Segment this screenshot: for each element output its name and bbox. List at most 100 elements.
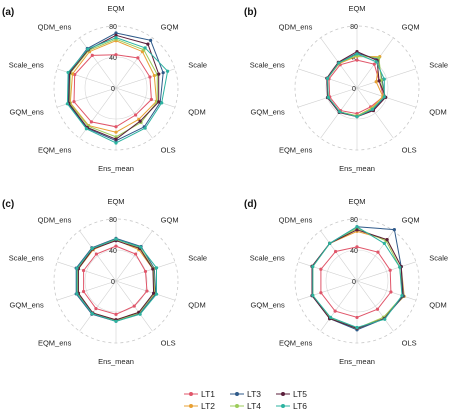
- data-point-lt6: [328, 315, 333, 319]
- data-point-lt1: [81, 289, 86, 294]
- data-point-lt6: [114, 36, 118, 40]
- data-point-lt6: [325, 76, 330, 81]
- spoke-ols: [115, 87, 153, 139]
- data-point-lt3: [392, 227, 396, 232]
- data-point-lt6: [165, 69, 170, 73]
- data-point-lt6: [338, 110, 342, 114]
- data-point-lt2: [114, 130, 118, 134]
- panel-label: (a): [2, 7, 14, 18]
- legend-swatch-marker: [281, 404, 285, 408]
- axis-label: GQM_ens: [10, 300, 44, 309]
- data-point-lt6: [90, 246, 94, 250]
- radial-tick-label: 80: [350, 217, 358, 224]
- data-point-lt1: [133, 113, 138, 117]
- axis-label: EQM: [107, 4, 124, 13]
- spoke-ols: [356, 87, 394, 139]
- legend-swatch-marker: [189, 404, 193, 408]
- axis-label: QDM: [188, 107, 206, 116]
- spoke-qdm: [115, 87, 176, 108]
- data-point-lt4: [377, 56, 381, 60]
- axis-label: QDM: [188, 300, 206, 309]
- data-point-lt6: [311, 265, 315, 269]
- data-point-lt1: [114, 53, 118, 57]
- panel-label: (d): [244, 199, 257, 210]
- axis-label: EQM_ens: [279, 145, 313, 154]
- data-point-lt1: [114, 244, 118, 248]
- axis-label: GQM: [402, 216, 420, 225]
- axis-label: GQM: [161, 216, 179, 225]
- axis-label: EQM: [348, 4, 365, 13]
- axis-label: OLS: [402, 338, 417, 347]
- spoke-eqm_ens: [320, 280, 358, 332]
- data-point-lt1: [333, 309, 337, 313]
- data-point-lt6: [114, 319, 118, 323]
- spoke-scale_ens: [56, 68, 117, 89]
- data-point-lt1: [94, 306, 98, 311]
- data-point-lt6: [114, 237, 118, 241]
- data-point-lt6: [154, 292, 159, 296]
- data-point-lt6: [84, 127, 88, 131]
- spoke-gqm_ens: [297, 280, 358, 301]
- data-point-lt6: [138, 245, 143, 249]
- data-point-lt5: [114, 33, 118, 37]
- radial-tick-label: 80: [109, 24, 117, 31]
- radar-panel-a: EQM GQM Scale QDM OLS Ens_mean EQM_ens GQM_ens S…: [2, 4, 207, 173]
- radial-tick-label: 0: [111, 86, 115, 93]
- axis-label: Ens_mean: [98, 357, 134, 366]
- axis-label: QDM_ens: [279, 23, 313, 32]
- data-point-lt5: [146, 42, 150, 46]
- axis-label: Scale: [188, 61, 207, 70]
- series-line-lt3: [311, 226, 404, 331]
- data-point-lt1: [136, 56, 140, 60]
- axis-label: GQM: [161, 23, 179, 32]
- data-point-lt1: [375, 307, 380, 311]
- data-point-lt3: [114, 31, 118, 35]
- data-point-lt1: [388, 268, 392, 272]
- radial-tick-label: 0: [111, 279, 115, 286]
- axis-label: Scale: [429, 61, 448, 70]
- data-point-lt1: [355, 315, 359, 320]
- axis-label: Ens_mean: [339, 164, 375, 173]
- spoke-ols: [356, 280, 394, 332]
- panel-label: (c): [2, 199, 14, 210]
- radial-tick-label: 40: [350, 55, 358, 62]
- data-point-lt1: [355, 245, 359, 249]
- spoke-qdm_ens: [79, 230, 117, 282]
- spoke-scale_ens: [56, 261, 117, 282]
- spoke-scale: [356, 68, 417, 89]
- legend: LT1 LT2 LT3 LT4 LT5 LT6: [184, 389, 307, 411]
- spoke-eqm_ens: [79, 280, 117, 332]
- legend-label: LT4: [247, 401, 261, 411]
- data-point-lt5: [151, 267, 155, 271]
- data-point-lt5: [377, 79, 381, 83]
- data-point-lt2: [152, 73, 156, 78]
- spoke-scale_ens: [297, 261, 358, 282]
- legend-swatch-marker: [235, 392, 239, 396]
- axis-label: EQM: [348, 197, 365, 206]
- data-point-lt1: [94, 252, 99, 256]
- data-point-lt1: [372, 62, 376, 66]
- spoke-qdm_ens: [79, 37, 117, 89]
- data-point-lt5: [385, 238, 389, 242]
- axis-label: QDM: [429, 300, 447, 309]
- legend-swatch-marker: [235, 404, 239, 408]
- axis-label: EQM_ens: [38, 145, 72, 154]
- axis-label: QDM_ens: [279, 216, 313, 225]
- axis-label: OLS: [402, 145, 417, 154]
- spoke-gqm_ens: [56, 280, 117, 301]
- data-point-lt6: [311, 293, 315, 297]
- data-point-lt5: [151, 291, 156, 295]
- data-point-lt6: [355, 325, 359, 330]
- data-point-lt6: [370, 107, 375, 111]
- radial-tick-label: 80: [350, 24, 358, 31]
- data-point-lt1: [81, 268, 86, 273]
- spoke-qdm_ens: [320, 230, 358, 282]
- legend-label: LT5: [293, 389, 307, 399]
- spoke-scale: [356, 261, 417, 282]
- data-point-lt6: [337, 61, 341, 65]
- data-point-lt6: [355, 115, 359, 119]
- data-point-lt5: [355, 228, 359, 232]
- radial-tick-label: 40: [350, 248, 358, 255]
